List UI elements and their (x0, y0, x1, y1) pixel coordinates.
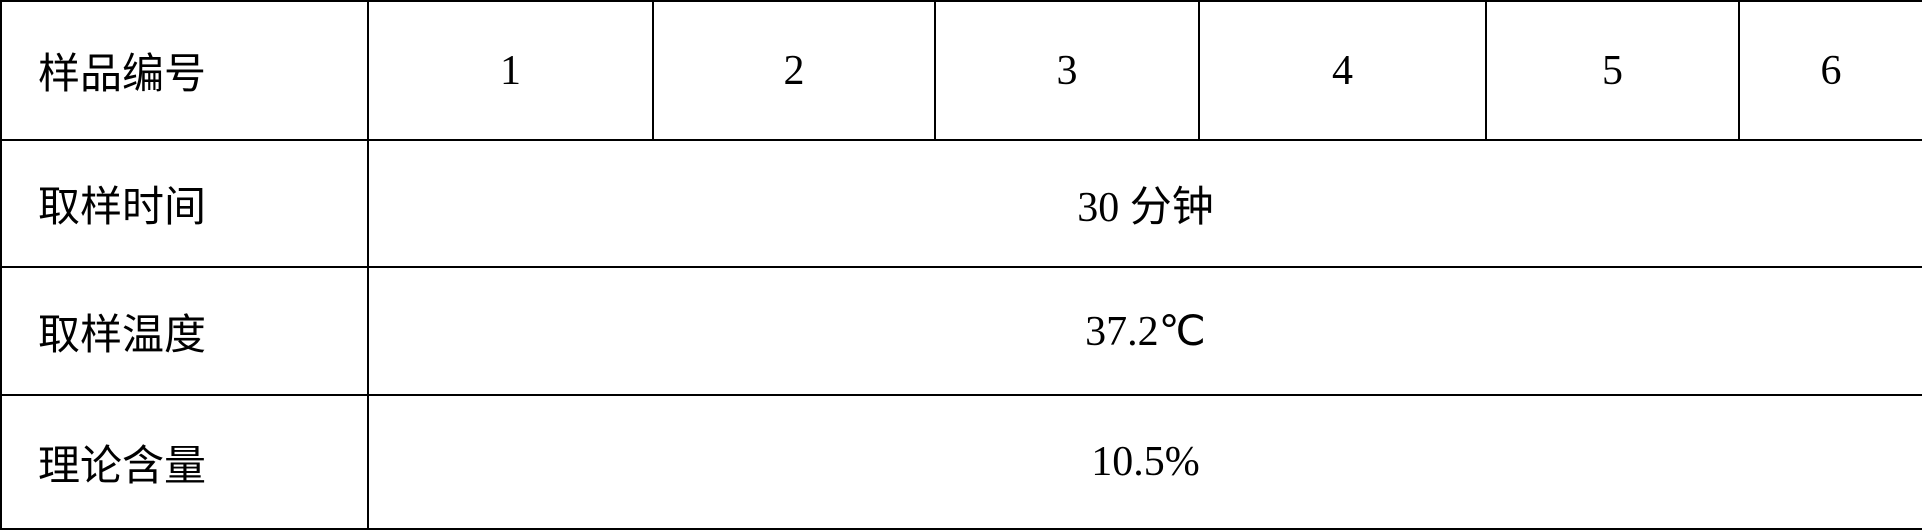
row-value-cell: 30 分钟 (368, 140, 1922, 267)
row-label-cell: 取样时间 (1, 140, 368, 267)
data-table-container: 样品编号 1 2 3 4 5 6 取样时间 30 分钟 取样温度 37.2℃ 理… (0, 0, 1922, 530)
sample-number-cell: 1 (368, 1, 653, 140)
row-label-cell: 取样温度 (1, 267, 368, 395)
sample-number-cell: 4 (1199, 1, 1486, 140)
table-row: 取样温度 37.2℃ (1, 267, 1922, 395)
sample-number-cell: 5 (1486, 1, 1739, 140)
row-value-cell: 10.5% (368, 395, 1922, 529)
data-table: 样品编号 1 2 3 4 5 6 取样时间 30 分钟 取样温度 37.2℃ 理… (0, 0, 1922, 530)
row-value-cell: 37.2℃ (368, 267, 1922, 395)
sample-number-cell: 6 (1739, 1, 1922, 140)
table-row: 理论含量 10.5% (1, 395, 1922, 529)
sample-number-cell: 2 (653, 1, 935, 140)
header-label-cell: 样品编号 (1, 1, 368, 140)
table-row: 样品编号 1 2 3 4 5 6 (1, 1, 1922, 140)
row-label-cell: 理论含量 (1, 395, 368, 529)
sample-number-cell: 3 (935, 1, 1199, 140)
table-row: 取样时间 30 分钟 (1, 140, 1922, 267)
